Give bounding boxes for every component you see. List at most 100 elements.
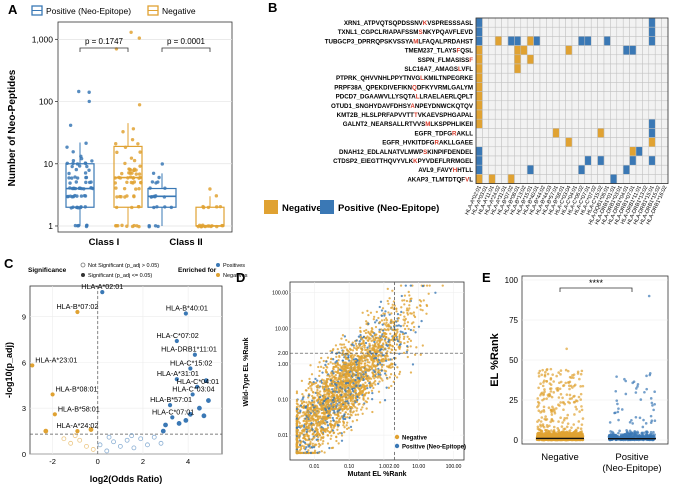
d-point-negative <box>373 315 376 318</box>
d-point-negative <box>388 297 391 300</box>
a-point <box>129 30 133 35</box>
a-point <box>85 223 89 228</box>
a-point <box>125 180 129 185</box>
e-point-negative <box>544 370 547 374</box>
heatmap-cell <box>533 128 541 138</box>
heatmap-cell <box>482 164 490 175</box>
heatmap-cell <box>584 118 592 129</box>
d-point-positive <box>411 363 415 366</box>
d-point-negative <box>324 368 328 372</box>
e-point-negative <box>580 369 584 373</box>
e-point-negative <box>541 384 545 388</box>
e-point-negative <box>559 373 562 376</box>
d-point-negative <box>327 405 330 408</box>
d-point-negative <box>351 400 355 403</box>
heatmap-cell <box>565 100 573 111</box>
row-label: TMEM237_TLAYSFQSL <box>405 48 473 55</box>
c-point-label: HLA-A*02:01 <box>81 282 123 291</box>
heatmap-cell <box>514 137 522 148</box>
heatmap-cell <box>546 155 554 166</box>
d-point-negative <box>347 426 350 430</box>
y-tick-label: 6 <box>22 358 26 367</box>
heatmap-cell <box>661 72 669 83</box>
e-point-negative <box>567 400 570 404</box>
a-point <box>157 175 161 180</box>
heatmap-cell <box>533 72 541 83</box>
heatmap-cell <box>482 91 490 102</box>
panel-c-legend: Significance Not Significant (p_adj > 0.… <box>28 262 248 279</box>
d-point-negative <box>316 384 320 387</box>
d-point-negative <box>340 343 344 346</box>
panel-c-letter: C <box>4 256 14 271</box>
e-point-negative <box>566 369 570 373</box>
d-point-negative <box>322 366 325 369</box>
d-point-negative <box>355 348 359 351</box>
row-label-prefix: CTDSP2_EIEGTTHQVYVLK <box>333 158 414 165</box>
d-point-positive <box>364 371 367 374</box>
d-point-positive <box>311 403 314 407</box>
a-point <box>87 180 92 185</box>
row-label: DNAH12_EDLALNATVLMWPSKINPIFDENDEL <box>339 149 473 156</box>
e-point-negative <box>541 368 544 372</box>
a-point <box>130 137 135 142</box>
d-point-negative <box>334 405 337 409</box>
c-point-label: HLA-B*40:01 <box>166 303 208 312</box>
heatmap-cell <box>533 45 541 56</box>
e-point-negative <box>542 381 545 384</box>
e-point-negative <box>578 377 581 381</box>
d-point-negative <box>330 434 333 437</box>
d-point-negative <box>349 413 352 416</box>
d-point-negative <box>383 339 387 342</box>
d-point-negative <box>295 390 299 393</box>
a-point <box>82 194 87 198</box>
heatmap-cell <box>494 137 502 148</box>
heatmap-cell <box>635 174 643 184</box>
heatmap-cell <box>635 109 643 120</box>
y-tick-label: 75 <box>509 316 518 325</box>
e-point-negative <box>551 373 554 376</box>
heatmap-cell <box>622 174 630 184</box>
d-point-positive <box>404 284 407 287</box>
heatmap-cell <box>610 109 618 120</box>
d-point-negative <box>360 350 363 354</box>
d-point-negative <box>338 355 341 359</box>
d-point-negative <box>344 373 347 376</box>
d-point-positive <box>409 284 412 287</box>
a-point <box>160 162 164 166</box>
heatmap-cell <box>482 128 490 138</box>
heatmap-cell <box>507 137 515 148</box>
d-point-positive <box>376 363 380 366</box>
heatmap-cell <box>533 17 541 28</box>
d-point-negative <box>327 401 330 405</box>
heatmap-cell <box>546 82 554 92</box>
d-point-negative <box>358 343 361 346</box>
c-point <box>160 428 166 434</box>
heatmap-cell <box>501 137 509 148</box>
legend-ns-label: Not Significant (p_adj > 0.05) <box>88 263 159 269</box>
d-point-negative <box>406 321 410 324</box>
heatmap-cell <box>558 155 566 166</box>
heatmap-cell <box>584 17 592 28</box>
d-point-negative <box>337 382 340 385</box>
heatmap-cell <box>546 164 554 175</box>
heatmap-cell <box>642 17 650 28</box>
heatmap-cell <box>514 72 522 83</box>
heatmap-cell <box>565 26 573 37</box>
c-point <box>124 437 130 443</box>
d-point-negative <box>342 420 345 423</box>
d-point-negative <box>318 407 321 411</box>
d-point-negative <box>398 338 401 341</box>
d-point-negative <box>317 409 320 412</box>
d-point-negative <box>335 364 338 367</box>
d-point-negative <box>377 390 381 393</box>
d-point-negative <box>318 424 321 427</box>
row-label-suffix: NPEYDNWCKQTQV <box>415 103 474 110</box>
row-label-prefix: AVL9_FAVY <box>418 167 453 174</box>
heatmap-cell <box>597 45 605 56</box>
heatmap-cell <box>642 174 650 184</box>
heatmap-cell-negative <box>514 63 522 74</box>
heatmap-cell <box>648 82 656 92</box>
heatmap-cell <box>571 63 579 74</box>
heatmap-cell <box>622 146 630 157</box>
d-point-negative <box>395 337 398 340</box>
